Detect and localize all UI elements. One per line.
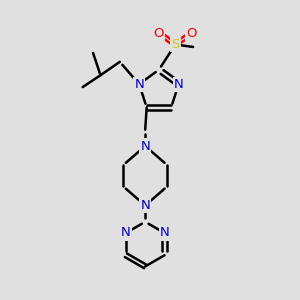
Text: N: N	[160, 226, 170, 239]
Text: N: N	[174, 78, 184, 91]
Text: S: S	[171, 38, 179, 51]
Text: O: O	[154, 27, 164, 40]
Text: N: N	[134, 78, 144, 91]
Text: N: N	[140, 140, 150, 152]
Text: N: N	[140, 199, 150, 212]
Text: N: N	[121, 226, 131, 239]
Text: O: O	[186, 27, 197, 40]
